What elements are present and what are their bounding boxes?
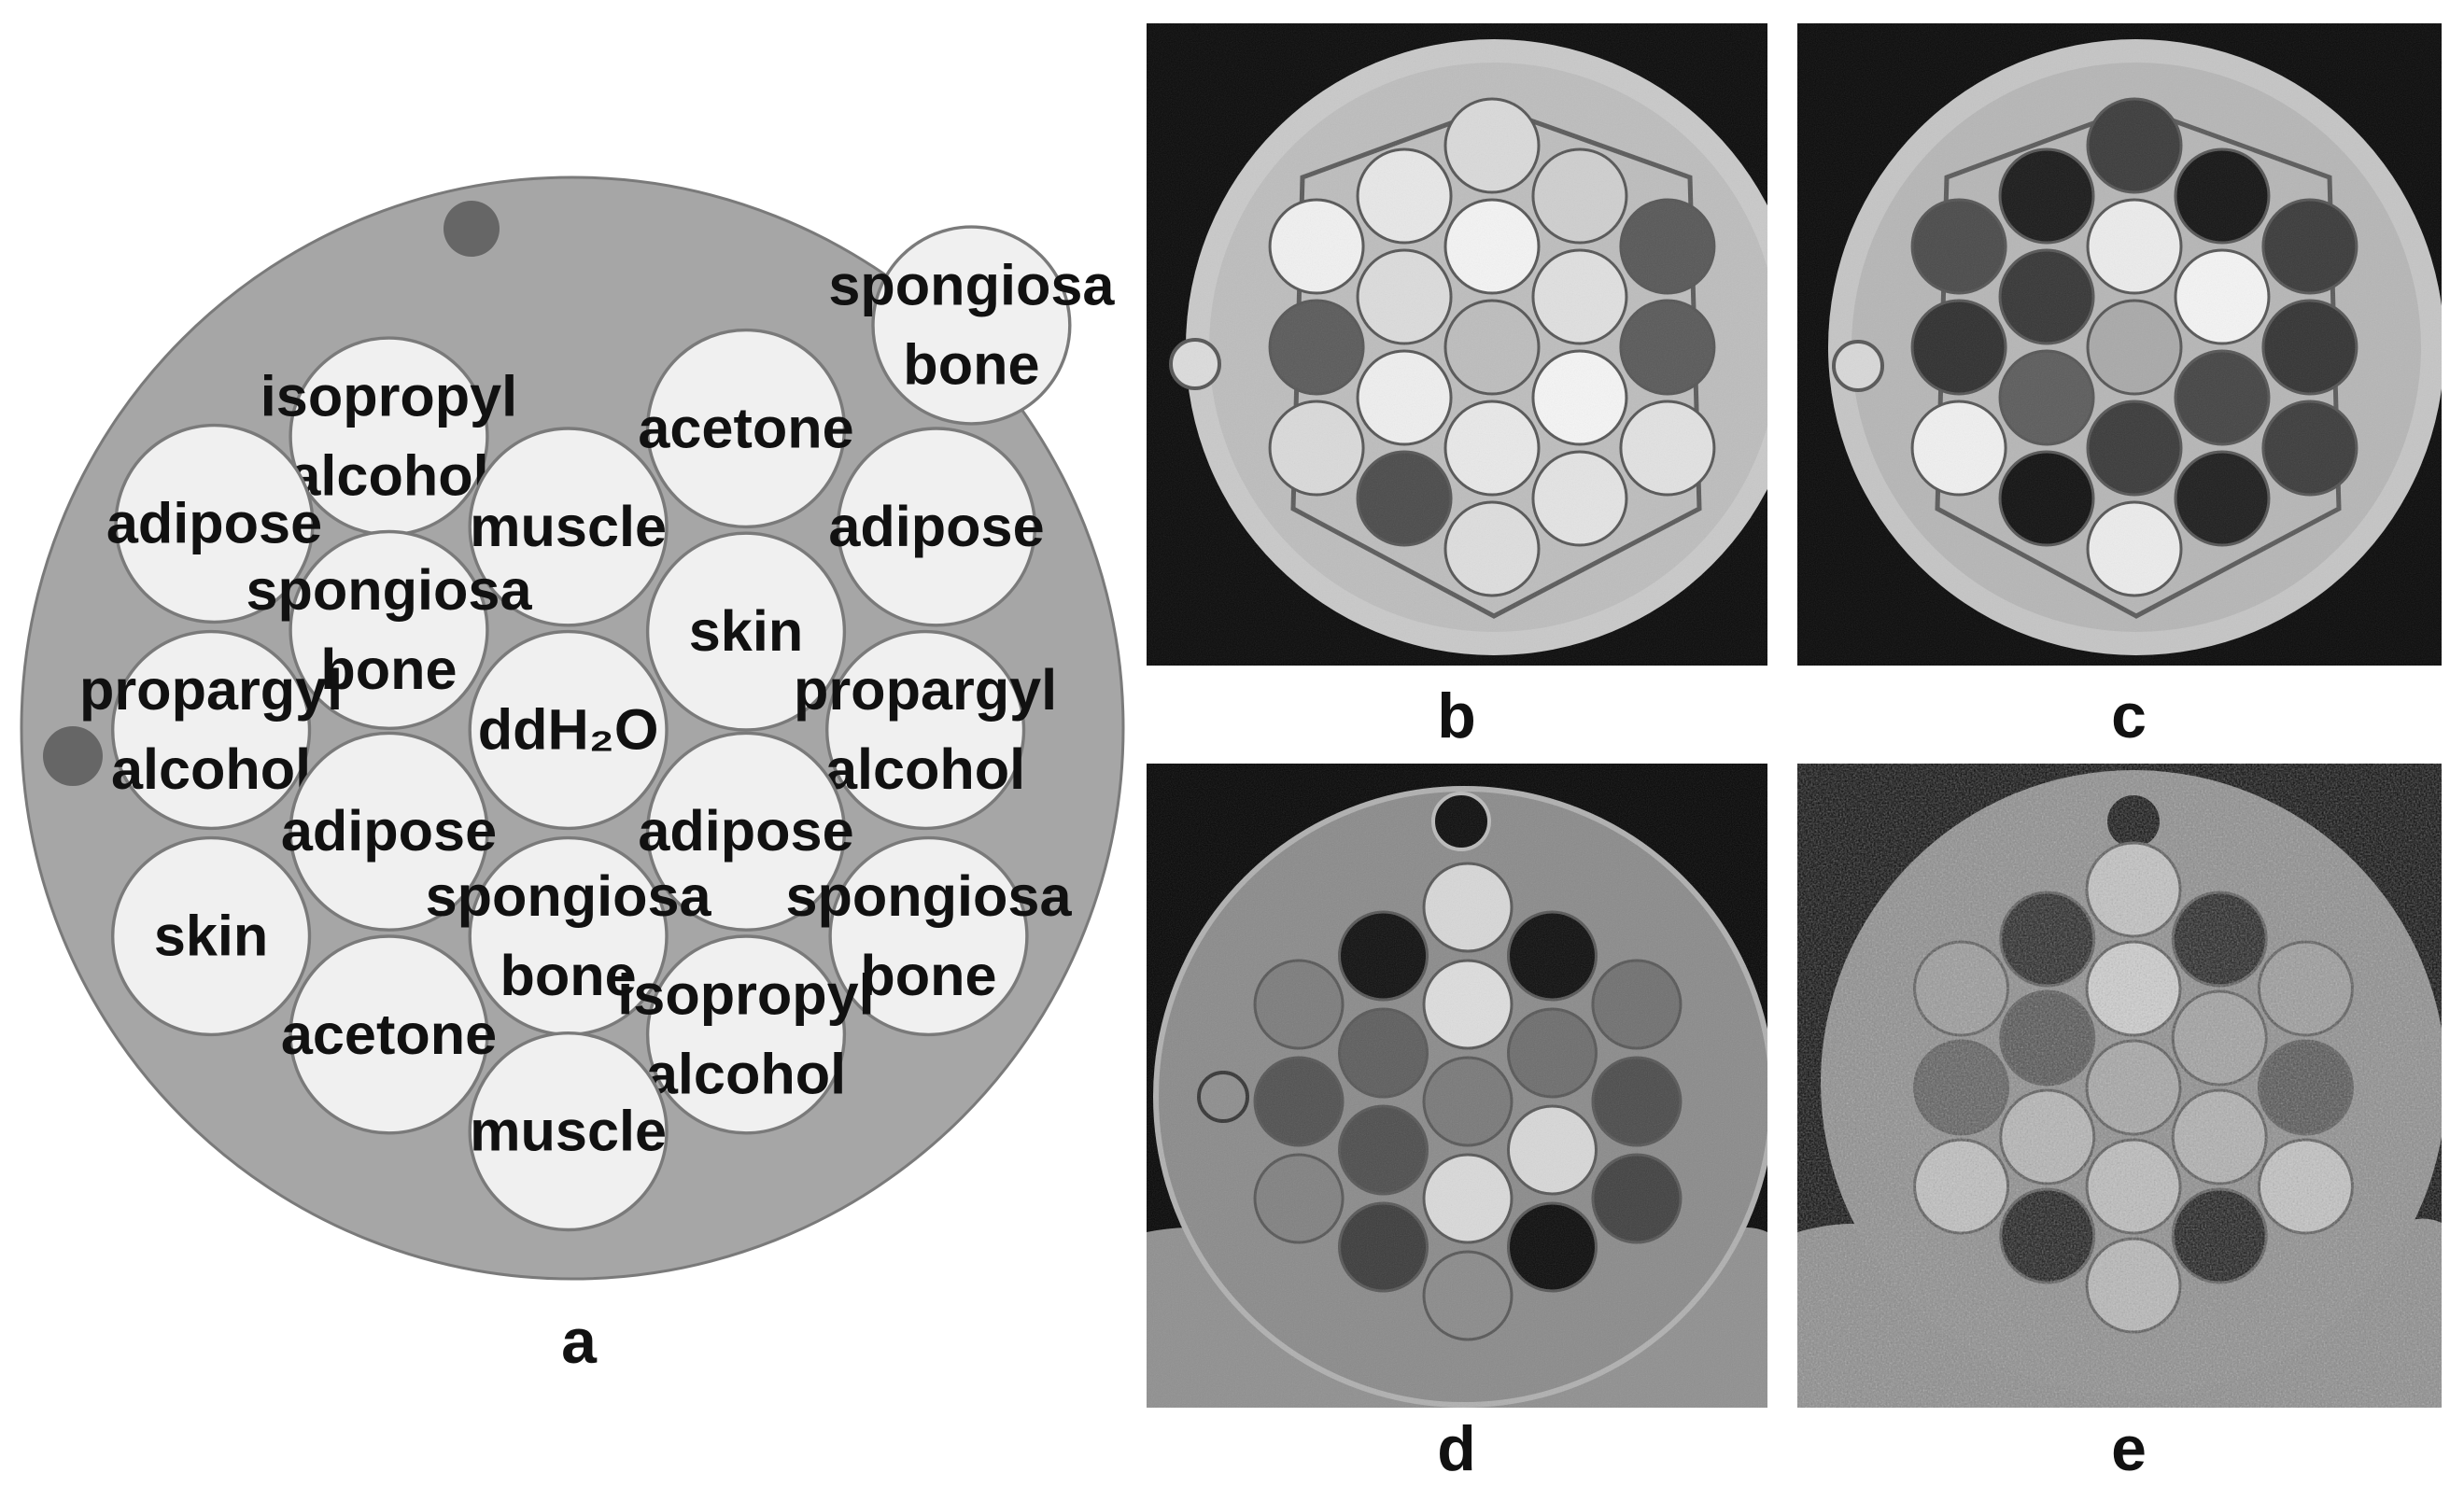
insert: adipose <box>638 731 854 932</box>
insert-label: adipose <box>638 799 853 863</box>
panel-e <box>1797 764 2442 1408</box>
insert-label: adipose <box>106 491 322 554</box>
insert-circle <box>468 1031 669 1232</box>
insert-circle <box>289 731 489 932</box>
insert-circle <box>468 427 669 627</box>
insert-label: skin <box>154 904 268 967</box>
insert: spongiosa bone <box>426 835 712 1037</box>
insert: propargyl alcohol <box>79 629 343 831</box>
insert-circle <box>289 529 489 731</box>
insert-circle <box>111 629 312 831</box>
insert-label: muscle <box>470 495 667 558</box>
insert: isopropyl alcohol <box>617 934 875 1135</box>
insert-circle <box>468 629 669 831</box>
insert-circle <box>825 629 1026 831</box>
insert-label: skin <box>689 599 803 663</box>
insert: adipose <box>106 423 322 624</box>
insert-label: isopropyl <box>260 364 517 428</box>
insert-circle <box>871 225 1072 426</box>
insert: adipose <box>828 427 1045 627</box>
panel-letter-c: c <box>2111 680 2147 751</box>
ct-noise-e <box>1797 764 2442 1408</box>
insert-circle <box>645 731 847 932</box>
insert-label: muscle <box>470 1100 667 1163</box>
insert-label: alcohol <box>646 1042 846 1105</box>
insert-circle <box>111 835 312 1037</box>
panel-letter-b: b <box>1437 680 1476 751</box>
insert-label: alcohol <box>825 737 1025 801</box>
insert-label: ddH₂O <box>478 697 659 761</box>
panel-letter-a: a <box>561 1306 598 1377</box>
insert-label: bone <box>860 944 996 1007</box>
insert-label: adipose <box>828 495 1044 558</box>
fiducial-marker-top <box>444 201 500 257</box>
insert: acetone <box>638 328 854 529</box>
insert-label: bone <box>903 332 1039 396</box>
panel-letter-e: e <box>2111 1413 2147 1484</box>
insert-circle <box>836 427 1037 627</box>
insert-label: bone <box>320 638 457 701</box>
insert: ddH₂O <box>468 629 669 831</box>
ct-noise-d <box>1147 764 1767 1408</box>
insert-label: spongiosa <box>426 864 712 928</box>
insert-label: adipose <box>281 799 497 863</box>
panel-b <box>1147 23 1767 666</box>
panel-a: spongiosaboneisopropylalcoholacetoneadip… <box>20 175 1125 1377</box>
insert: isopropyl alcohol <box>260 336 517 537</box>
insert: spongiosa bone <box>246 529 533 731</box>
insert-label: propargyl <box>79 658 343 722</box>
insert-circle <box>645 934 847 1135</box>
insert-label: acetone <box>281 1003 497 1066</box>
insert: skin <box>111 835 312 1037</box>
insert: muscle <box>468 427 669 627</box>
insert-circle <box>645 531 847 732</box>
insert: spongiosa bone <box>828 225 1115 426</box>
insert-label: spongiosa <box>828 253 1115 316</box>
insert-label: acetone <box>638 396 853 459</box>
insert: skin <box>645 531 847 732</box>
insert-circle <box>114 423 315 624</box>
insert: spongiosa bone <box>786 835 1073 1037</box>
mri-noise-b <box>1147 23 1767 666</box>
insert: acetone <box>281 934 497 1135</box>
insert-label: isopropyl <box>617 962 874 1026</box>
insert-label: propargyl <box>794 658 1057 722</box>
mri-noise-c <box>1797 23 2442 666</box>
insert-label: alcohol <box>111 737 311 801</box>
insert: adipose <box>281 731 497 932</box>
insert-label: spongiosa <box>246 558 533 622</box>
insert-label: alcohol <box>289 443 488 507</box>
fiducial-marker-left <box>43 726 103 786</box>
insert: muscle <box>468 1031 669 1232</box>
insert-label: spongiosa <box>786 864 1073 928</box>
panel-c <box>1797 23 2442 666</box>
insert-circle <box>645 328 847 529</box>
insert-group: spongiosaboneisopropylalcoholacetoneadip… <box>79 225 1115 1232</box>
insert-circle <box>828 835 1029 1037</box>
panel-letter-d: d <box>1437 1413 1476 1484</box>
insert-label: bone <box>500 944 637 1007</box>
panel-d <box>1147 764 1767 1408</box>
insert: propargyl alcohol <box>794 629 1057 831</box>
insert-circle <box>289 934 489 1135</box>
